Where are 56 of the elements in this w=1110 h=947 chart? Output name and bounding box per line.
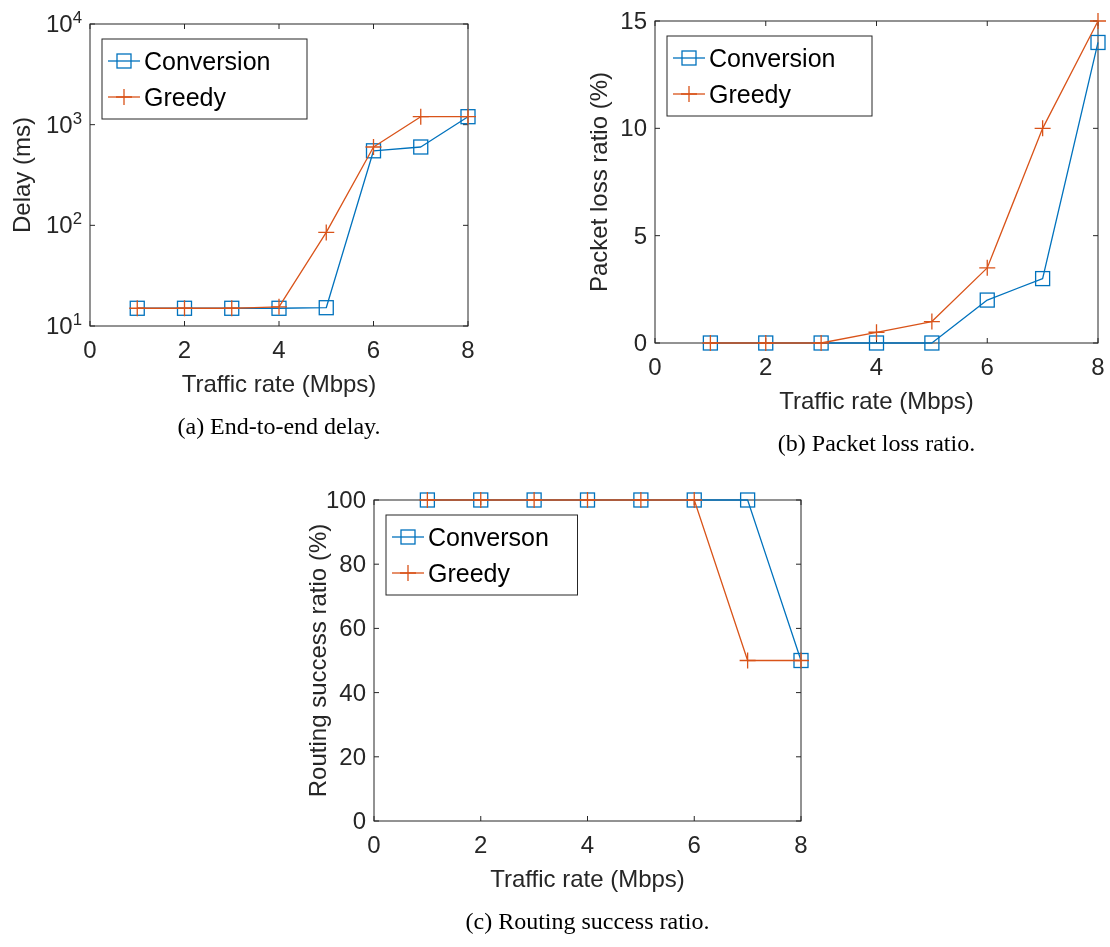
y-tick-label: 80 [339,550,366,578]
point [1090,34,1106,51]
x-axis-title: Traffic rate (Mbps) [779,387,974,414]
x-tick-label: 8 [794,831,808,858]
legend-label: Greedy [428,559,511,587]
y-tick-label: 10$^{3}$ [45,108,82,138]
y-tick-label: 20 [339,742,366,770]
point [867,323,886,341]
y-tick-label: 10$^{1}$ [45,309,82,339]
y-axis-title: Delay (ms) [8,116,35,234]
point [413,139,429,155]
point [1033,119,1052,137]
x-tick-label: 8 [1091,353,1105,380]
text: (a) End-to-end delay. [177,413,381,439]
x-tick-label: 4 [580,831,595,858]
x-tick-label: 2 [177,336,192,363]
y-axis-title: Packet loss ratio (%) [585,71,612,293]
x-tick-label: 6 [687,831,701,858]
y-tick-label: 10$^{4}$ [45,7,82,37]
legend-label: Conversion [144,47,271,75]
point [923,312,941,331]
point [1089,12,1107,30]
point [1034,270,1051,287]
point [868,335,885,351]
x-axis-title: Traffic rate (Mbps) [490,865,685,892]
y-tick-label: 60 [339,614,366,642]
point [364,138,383,156]
y-tick-label: 15 [620,7,647,34]
point [979,292,995,308]
y-tick-label: 10$^{2}$ [45,208,82,239]
y-tick-label: 5 [633,221,647,249]
y-tick-label: 40 [339,678,366,706]
point [318,300,334,316]
text: (b) Packet loss ratio. [777,430,976,456]
y-tick-label: 100 [325,486,366,513]
point [978,259,996,277]
x-tick-label: 8 [461,336,475,363]
legend-label: Converson [428,523,549,551]
legend-label: Greedy [144,83,227,111]
y-tick-label: 10 [620,114,647,142]
y-tick-label: 0 [352,807,366,834]
x-tick-label: 2 [759,353,773,380]
x-tick-label: 2 [474,831,488,858]
legend-label: Greedy [709,80,792,108]
x-tick-label: 4 [272,336,286,363]
legend-label: Conversion [709,44,836,72]
text: (c) Routing success ratio. [465,908,710,934]
point [412,108,430,126]
x-axis-title: Traffic rate (Mbps) [181,370,377,397]
y-axis-title: Routing success ratio (%) [304,523,331,798]
x-tick-label: 4 [869,353,884,380]
point [317,223,335,242]
point [365,143,382,159]
point [924,335,940,351]
x-tick-label: 6 [980,353,994,380]
x-tick-label: 6 [366,336,381,363]
